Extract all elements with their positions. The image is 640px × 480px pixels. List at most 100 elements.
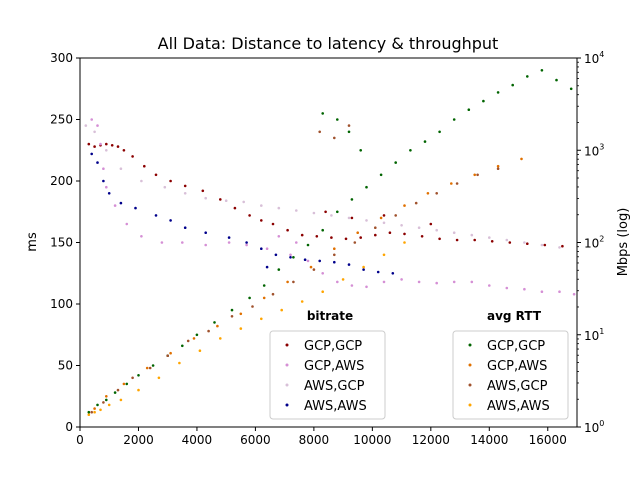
data-point-4-17 — [321, 228, 325, 232]
data-point-3-19 — [362, 268, 365, 271]
data-point-3-2 — [102, 179, 105, 183]
data-point-0-20 — [315, 235, 319, 238]
x-tick-label-5: 10000 — [353, 433, 391, 447]
data-point-1-25 — [470, 280, 474, 284]
data-point-3-18 — [347, 263, 351, 266]
y-axis-label: ms — [25, 232, 40, 252]
data-point-5-15 — [426, 192, 430, 195]
data-point-4-1 — [96, 403, 99, 407]
data-point-1-16 — [321, 272, 325, 275]
data-point-4-14 — [277, 268, 281, 271]
legend-marker-1-3 — [468, 403, 472, 407]
y2-axis-label: Mbps (log) — [616, 208, 631, 277]
data-point-6-0 — [90, 410, 93, 414]
data-point-3-20 — [376, 270, 380, 274]
data-point-0-26 — [403, 232, 406, 236]
data-point-1-26 — [488, 284, 491, 287]
data-point-0-9 — [154, 173, 158, 177]
data-point-3-0 — [90, 152, 93, 156]
x-tick-label-8: 16000 — [529, 433, 567, 447]
data-point-6-11 — [292, 280, 295, 284]
legend-label-1-0: GCP,GCP — [487, 339, 545, 354]
data-point-1-19 — [365, 285, 368, 289]
data-point-7-13 — [300, 300, 304, 303]
data-point-6-18 — [435, 192, 439, 195]
data-point-1-1 — [96, 124, 99, 127]
data-point-4-21 — [379, 173, 383, 177]
y2-tick-label-4: 104 — [584, 50, 604, 66]
legend-marker-1-2 — [468, 383, 472, 387]
data-point-1-4 — [105, 185, 108, 189]
data-point-5-19 — [520, 157, 523, 161]
data-point-0-35 — [561, 244, 564, 248]
data-point-2-1 — [93, 130, 96, 134]
data-point-7-18 — [403, 241, 406, 244]
data-point-0-16 — [260, 219, 263, 222]
data-point-1-30 — [558, 290, 561, 294]
data-point-5-14 — [403, 204, 406, 207]
data-point-0-27 — [420, 235, 424, 238]
data-point-6-17 — [414, 201, 418, 205]
data-point-6-20 — [476, 173, 479, 177]
data-point-1-17 — [336, 280, 339, 284]
data-point-0-29 — [455, 238, 459, 242]
data-point-1-5 — [113, 204, 117, 207]
data-point-4-31 — [526, 75, 529, 78]
data-point-0-34 — [543, 243, 547, 247]
data-point-6-22 — [318, 130, 322, 134]
data-point-4-11 — [230, 308, 234, 312]
legend-marker-1-1 — [468, 363, 472, 367]
data-point-7-10 — [239, 327, 243, 330]
data-point-2-0 — [84, 124, 88, 127]
data-point-4-5 — [137, 374, 140, 377]
data-point-5-13 — [379, 216, 383, 220]
data-point-2-9 — [242, 200, 245, 204]
legend-label-0-3: AWS,AWS — [304, 399, 367, 414]
legend-marker-0-3 — [285, 403, 289, 407]
data-point-6-19 — [455, 182, 459, 185]
data-point-4-26 — [452, 118, 456, 121]
data-point-6-21 — [496, 167, 500, 170]
data-point-2-22 — [470, 233, 474, 237]
data-point-0-8 — [143, 164, 146, 168]
data-point-1-0 — [90, 118, 93, 121]
data-point-7-1 — [93, 410, 96, 414]
data-point-3-17 — [333, 260, 336, 264]
data-point-5-18 — [496, 164, 500, 168]
data-point-5-1 — [105, 395, 108, 398]
data-point-6-9 — [251, 305, 254, 308]
data-point-0-4 — [110, 144, 114, 147]
data-point-4-10 — [213, 321, 216, 324]
data-point-0-7 — [131, 155, 134, 158]
data-point-4-19 — [350, 198, 354, 201]
data-point-4-30 — [511, 83, 514, 87]
data-point-1-32 — [277, 235, 281, 238]
data-point-3-9 — [204, 231, 207, 234]
legend-label-1-1: GCP,AWS — [487, 359, 547, 374]
data-point-6-2 — [116, 388, 120, 392]
data-point-2-10 — [260, 204, 263, 207]
data-point-0-10 — [169, 179, 172, 183]
data-point-3-1 — [96, 161, 99, 164]
data-point-0-19 — [300, 233, 304, 237]
legend-label-1-3: AWS,AWS — [487, 399, 550, 414]
data-point-2-26 — [540, 243, 544, 247]
data-point-0-14 — [233, 206, 237, 210]
data-point-7-4 — [119, 398, 123, 402]
y-tick-label-2: 100 — [50, 297, 73, 311]
data-point-0-18 — [286, 228, 289, 232]
data-point-0-23 — [359, 236, 363, 239]
data-point-0-31 — [490, 240, 494, 243]
data-point-5-2 — [122, 382, 126, 386]
data-point-4-9 — [195, 333, 199, 337]
data-point-3-11 — [245, 241, 248, 244]
data-point-4-35 — [321, 112, 325, 115]
x-axis-ticks: 0 2000 4000 6000 8000 10000 12000 14000 16000 — [76, 427, 567, 447]
data-point-6-10 — [271, 292, 275, 296]
data-point-4-38 — [359, 149, 363, 152]
data-point-3-10 — [227, 236, 231, 239]
data-point-6-24 — [347, 124, 351, 127]
data-point-6-12 — [312, 268, 316, 271]
data-point-1-22 — [417, 280, 421, 284]
data-point-7-8 — [198, 349, 202, 353]
